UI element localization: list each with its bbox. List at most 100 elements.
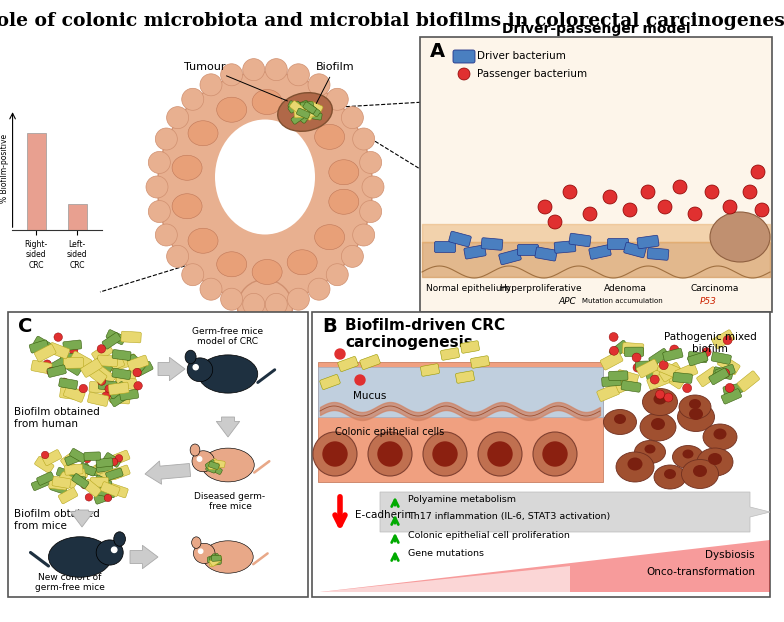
- FancyBboxPatch shape: [636, 361, 655, 371]
- Circle shape: [641, 185, 655, 199]
- Ellipse shape: [640, 413, 676, 441]
- FancyBboxPatch shape: [296, 100, 309, 111]
- Circle shape: [43, 360, 52, 368]
- FancyBboxPatch shape: [95, 366, 116, 385]
- FancyBboxPatch shape: [470, 356, 489, 368]
- FancyBboxPatch shape: [8, 312, 308, 597]
- FancyBboxPatch shape: [34, 457, 54, 473]
- FancyBboxPatch shape: [320, 374, 340, 389]
- Text: Mutation accumulation: Mutation accumulation: [582, 298, 662, 304]
- Ellipse shape: [185, 350, 196, 364]
- Ellipse shape: [114, 532, 125, 546]
- FancyBboxPatch shape: [128, 354, 147, 371]
- Text: Driver-passenger model: Driver-passenger model: [502, 22, 690, 36]
- Circle shape: [705, 185, 719, 199]
- FancyBboxPatch shape: [420, 37, 772, 312]
- FancyBboxPatch shape: [58, 488, 78, 504]
- FancyBboxPatch shape: [112, 350, 131, 360]
- FancyBboxPatch shape: [121, 331, 141, 343]
- Circle shape: [583, 207, 597, 221]
- FancyBboxPatch shape: [723, 383, 743, 396]
- Ellipse shape: [146, 176, 168, 198]
- Ellipse shape: [654, 465, 686, 489]
- FancyBboxPatch shape: [554, 241, 575, 253]
- FancyBboxPatch shape: [70, 464, 89, 478]
- FancyBboxPatch shape: [110, 391, 129, 407]
- Circle shape: [623, 203, 637, 217]
- FancyBboxPatch shape: [637, 360, 659, 378]
- Text: Th17 inflammation (IL-6, STAT3 activation): Th17 inflammation (IL-6, STAT3 activatio…: [408, 513, 610, 521]
- Polygon shape: [216, 417, 240, 437]
- FancyBboxPatch shape: [100, 481, 120, 496]
- FancyBboxPatch shape: [207, 458, 219, 470]
- Ellipse shape: [328, 189, 359, 214]
- FancyBboxPatch shape: [448, 231, 471, 247]
- FancyBboxPatch shape: [62, 475, 79, 486]
- Ellipse shape: [654, 394, 666, 404]
- Circle shape: [423, 432, 467, 476]
- Circle shape: [102, 392, 111, 401]
- Circle shape: [323, 442, 347, 466]
- FancyBboxPatch shape: [647, 373, 670, 390]
- Ellipse shape: [683, 450, 694, 458]
- Text: Dysbiosis: Dysbiosis: [706, 550, 755, 560]
- FancyBboxPatch shape: [308, 101, 323, 113]
- Text: Passenger bacterium: Passenger bacterium: [477, 69, 587, 79]
- FancyBboxPatch shape: [71, 473, 89, 489]
- FancyBboxPatch shape: [711, 352, 731, 364]
- FancyBboxPatch shape: [303, 109, 315, 116]
- FancyBboxPatch shape: [111, 450, 130, 465]
- Circle shape: [658, 200, 672, 214]
- Ellipse shape: [198, 355, 258, 393]
- Ellipse shape: [328, 160, 359, 185]
- FancyBboxPatch shape: [721, 389, 742, 404]
- FancyBboxPatch shape: [637, 235, 659, 249]
- FancyBboxPatch shape: [108, 382, 129, 395]
- FancyBboxPatch shape: [318, 367, 603, 417]
- Ellipse shape: [220, 64, 242, 86]
- FancyBboxPatch shape: [98, 380, 117, 391]
- FancyBboxPatch shape: [209, 554, 220, 562]
- FancyBboxPatch shape: [110, 392, 130, 404]
- Ellipse shape: [616, 452, 654, 482]
- FancyBboxPatch shape: [79, 463, 96, 476]
- Circle shape: [688, 207, 702, 221]
- FancyBboxPatch shape: [89, 381, 110, 394]
- Ellipse shape: [148, 152, 170, 174]
- FancyBboxPatch shape: [662, 369, 685, 389]
- Circle shape: [111, 458, 118, 466]
- FancyBboxPatch shape: [120, 389, 139, 401]
- Circle shape: [97, 377, 106, 385]
- Circle shape: [81, 481, 89, 489]
- Circle shape: [378, 442, 402, 466]
- FancyBboxPatch shape: [102, 333, 122, 349]
- FancyBboxPatch shape: [81, 359, 102, 378]
- FancyBboxPatch shape: [205, 460, 216, 469]
- Ellipse shape: [278, 93, 332, 131]
- Text: Colonic epithelial cells: Colonic epithelial cells: [336, 427, 445, 437]
- Ellipse shape: [238, 279, 292, 335]
- Ellipse shape: [693, 465, 707, 477]
- Circle shape: [603, 190, 617, 204]
- FancyBboxPatch shape: [60, 450, 80, 468]
- Text: APC: APC: [558, 297, 575, 306]
- Circle shape: [85, 494, 93, 501]
- Circle shape: [69, 346, 78, 355]
- Polygon shape: [320, 566, 570, 592]
- FancyBboxPatch shape: [114, 369, 136, 386]
- Circle shape: [702, 348, 711, 356]
- Circle shape: [609, 346, 619, 355]
- Ellipse shape: [703, 424, 737, 450]
- Bar: [68, 204, 86, 230]
- Circle shape: [60, 378, 68, 386]
- Text: New cohort of
germ-free mice: New cohort of germ-free mice: [35, 573, 105, 592]
- FancyBboxPatch shape: [434, 241, 456, 253]
- FancyBboxPatch shape: [98, 487, 115, 498]
- Text: Colonic epithelial cell proliferation: Colonic epithelial cell proliferation: [408, 531, 570, 539]
- Y-axis label: % Biofilm-positive: % Biofilm-positive: [0, 133, 9, 203]
- Ellipse shape: [708, 453, 722, 465]
- Ellipse shape: [644, 445, 655, 453]
- FancyBboxPatch shape: [697, 367, 719, 387]
- Ellipse shape: [664, 469, 676, 479]
- Circle shape: [723, 200, 737, 214]
